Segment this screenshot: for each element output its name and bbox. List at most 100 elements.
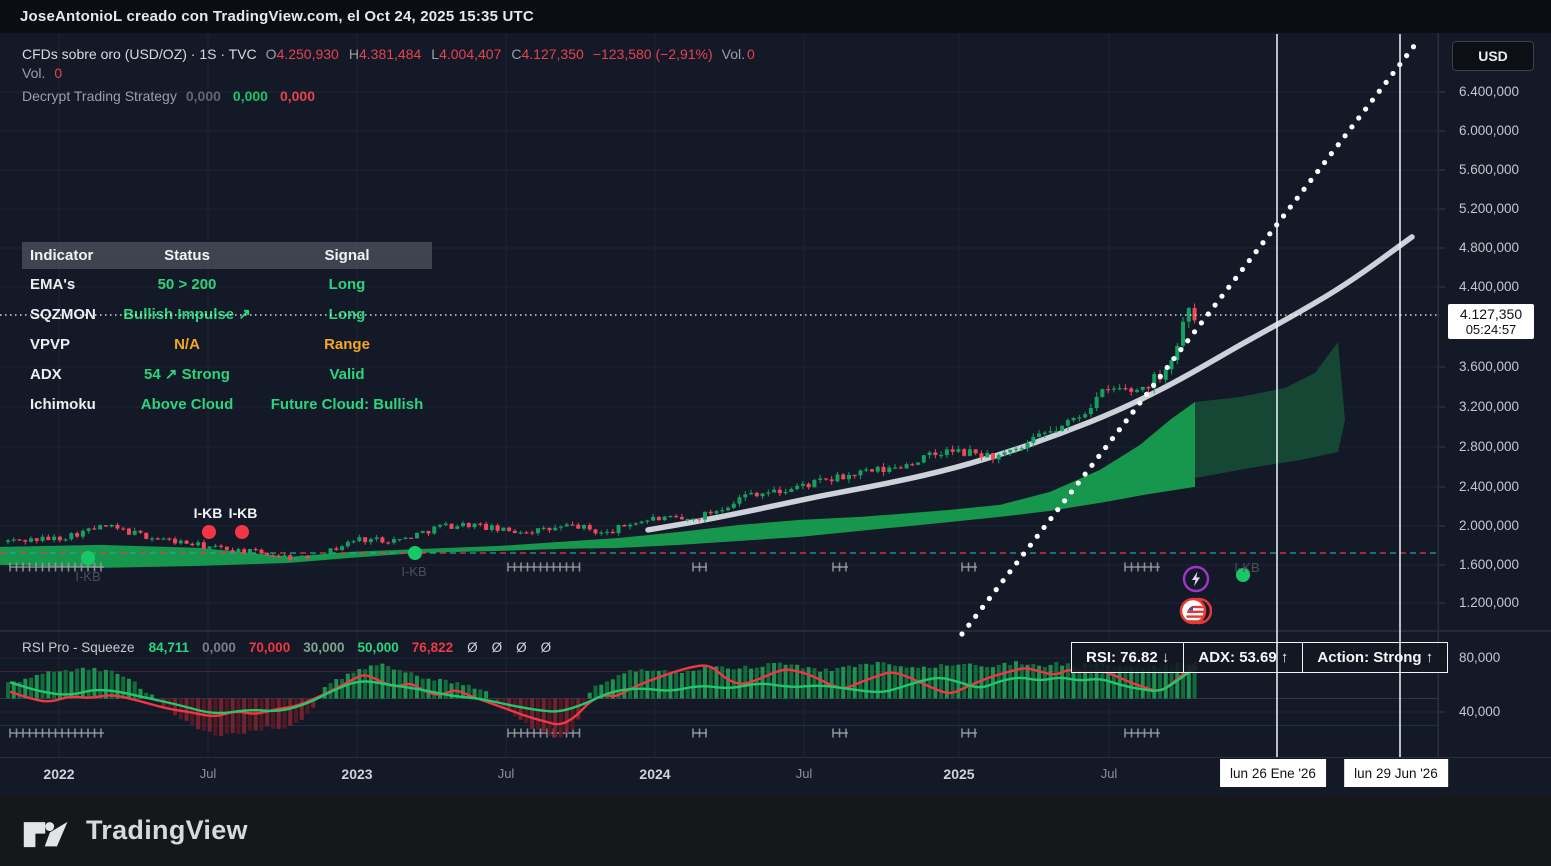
symbol-legend-row[interactable]: CFDs sobre oro (USD/OZ) · 1S · TVC O 4.25… — [22, 46, 755, 62]
header-signal: Signal — [324, 247, 370, 264]
rsi-badge-0: RSI: 76.82 ↓ — [1071, 642, 1185, 673]
future-date-label: lun 29 Jun '26 — [1344, 759, 1448, 787]
volume-label: Vol. — [721, 46, 746, 62]
indicator-status: 50 > 200 — [157, 275, 217, 293]
indicator-signal: Range — [324, 335, 370, 353]
price-axis-label: 3.600,000 — [1459, 359, 1520, 374]
price-axis-label: 6.000,000 — [1459, 123, 1520, 138]
symbol-title[interactable]: CFDs sobre oro (USD/OZ) · 1S · TVC — [22, 46, 257, 62]
price-axis-label: 1.600,000 — [1459, 557, 1520, 572]
ohlc-value: 4.250,930 — [276, 46, 339, 62]
tradingview-logo-icon[interactable] — [22, 809, 72, 853]
indicator-status: Above Cloud — [140, 395, 234, 413]
empty-set-symbol: Ø — [516, 640, 527, 655]
indicator-signal: Future Cloud: Bullish — [270, 395, 424, 413]
footer-bar: TradingView — [0, 795, 1551, 866]
candlesticks — [6, 303, 1197, 562]
indicator-name: ADX — [30, 365, 62, 383]
ohlc-key: H — [348, 46, 359, 62]
volume-legend-row[interactable]: Vol. 0 — [22, 65, 62, 81]
price-axis-label: 5.600,000 — [1459, 162, 1520, 177]
indicator-summary-table: Indicator Status Signal EMA's 50 > 200 Lon… — [22, 242, 432, 419]
rsi-legend-value: 0,000 — [202, 640, 236, 655]
time-axis-label-jul: Jul — [1100, 766, 1118, 781]
price-axis-label: 4.800,000 — [1459, 240, 1520, 255]
strategy-value: 0,000 — [232, 88, 268, 104]
indicator-signal: Long — [328, 305, 366, 323]
time-axis[interactable]: 2022 Jul 2023 Jul 2024 Jul 2025 Jul lun 26 Ene … — [0, 757, 1551, 796]
ichimoku-future-cloud — [1195, 342, 1345, 478]
price-change: −123,580 (−2,91%) — [592, 46, 713, 62]
ohlc-item: C 4.127,350 — [511, 46, 583, 62]
lightning-signal-icon[interactable] — [1182, 565, 1210, 593]
ohlc-value: 4.127,350 — [521, 46, 584, 62]
ohlc-value: 4.381,484 — [358, 46, 422, 62]
ohlc-key: O — [265, 46, 277, 62]
price-axis-label: 1.200,000 — [1459, 595, 1520, 610]
future-date-label: lun 26 Ene '26 — [1220, 759, 1326, 787]
currency-toggle-button[interactable]: USD — [1452, 41, 1534, 71]
rsi-badge-1: ADX: 53.69 ↑ — [1183, 642, 1304, 673]
svg-text:I-KB: I-KB — [401, 564, 426, 579]
svg-text:I-KB: I-KB — [1234, 560, 1259, 575]
indicator-signal: Valid — [329, 365, 365, 383]
price-axis-label: 2.400,000 — [1459, 479, 1520, 494]
strategy-value: 0,000 — [279, 88, 315, 104]
price-axis-label: 5.200,000 — [1459, 201, 1520, 216]
time-axis-label-2023: 2023 — [341, 766, 373, 782]
indicator-signal: Long — [328, 275, 366, 293]
time-axis-label-jul: Jul — [199, 766, 217, 781]
rsi-badge-2: Action: Strong ↑ — [1302, 642, 1449, 673]
indicator-row-vpvp: VPVP N/A Range — [22, 329, 432, 359]
dotted-trendline — [959, 44, 1417, 637]
ohlc-key: C — [511, 46, 522, 62]
price-axis-label: 3.200,000 — [1459, 399, 1520, 414]
empty-set-symbol: Ø — [540, 640, 552, 655]
price-axis-label: 40,000 — [1459, 704, 1501, 719]
ohlc-values: O 4.250,930 H 4.381,484 L 4.004,407 C 4.127,350 — [266, 46, 584, 62]
rsi-legend-value: 50,000 — [357, 640, 399, 655]
rsi-legend-value: 76,822 — [411, 640, 454, 655]
rsi-status-badges: RSI: 76.82 ↓ ADX: 53.69 ↑ Action: Strong ↑ — [1071, 642, 1449, 673]
time-axis-label-jul: Jul — [497, 766, 515, 781]
svg-text:I-KB: I-KB — [194, 505, 223, 521]
us-flag-event-icon[interactable] — [1178, 596, 1212, 626]
window-title-bar: JoseAntonioL creado con TradingView.com,… — [0, 0, 1551, 33]
price-axis[interactable]: USD 6.400,000 6.000,000 5.600,000 5.200,000… — [1438, 33, 1551, 757]
strategy-title[interactable]: Decrypt Trading Strategy — [22, 88, 177, 104]
tradingview-logo-text[interactable]: TradingView — [86, 815, 248, 845]
indicator-row-sqzmon: SQZMON Bullish Impulse ↗ Long — [22, 299, 432, 329]
volume-value: 0 — [747, 46, 755, 62]
ohlc-item: H 4.381,484 — [349, 46, 421, 62]
time-axis-label-2025: 2025 — [943, 766, 975, 782]
ichimoku-cloud — [0, 401, 1195, 568]
indicator-name: EMA's — [30, 275, 76, 293]
price-axis-label: 2.800,000 — [1459, 439, 1520, 454]
time-axis-label-2022: 2022 — [43, 766, 75, 782]
time-axis-label-2024: 2024 — [639, 766, 671, 782]
vol-row-value: 0 — [54, 65, 63, 81]
indicator-row-emas: EMA's 50 > 200 Long — [22, 269, 432, 299]
strategy-legend-row[interactable]: Decrypt Trading Strategy 0,000 0,000 0,000 — [22, 88, 315, 104]
indicator-row-adx: ADX 54 ↗ Strong Valid — [22, 359, 432, 389]
ohlc-item: L 4.004,407 — [431, 46, 501, 62]
ikb-markers: I-KB I-KB I-KB I-KB I-KB — [75, 505, 1259, 584]
indicator-name: VPVP — [30, 335, 71, 353]
strategy-value: 0,000 — [185, 88, 221, 104]
bar-countdown: 05:24:57 — [1465, 322, 1517, 337]
time-axis-label-jul: Jul — [795, 766, 813, 781]
price-axis-label: 4.400,000 — [1459, 279, 1520, 294]
ohlc-value: 4.004,407 — [439, 46, 502, 62]
rsi-indicator-title[interactable]: RSI Pro - Squeeze — [22, 640, 135, 655]
strategy-values: 0,000 0,000 0,000 — [186, 88, 315, 104]
price-axis-label: 80,000 — [1459, 650, 1501, 665]
current-price-value: 4.127,350 — [1459, 306, 1523, 322]
svg-text:I-KB: I-KB — [75, 569, 100, 584]
rsi-pane-legend[interactable]: RSI Pro - Squeeze 84,711 0,000 70,000 30,00… — [22, 640, 551, 655]
empty-set-symbol: Ø — [491, 640, 503, 655]
rsi-legend-value: 30,000 — [303, 640, 345, 655]
current-price-label: 4.127,350 05:24:57 — [1448, 304, 1534, 339]
vol-row-label: Vol. — [22, 65, 46, 81]
